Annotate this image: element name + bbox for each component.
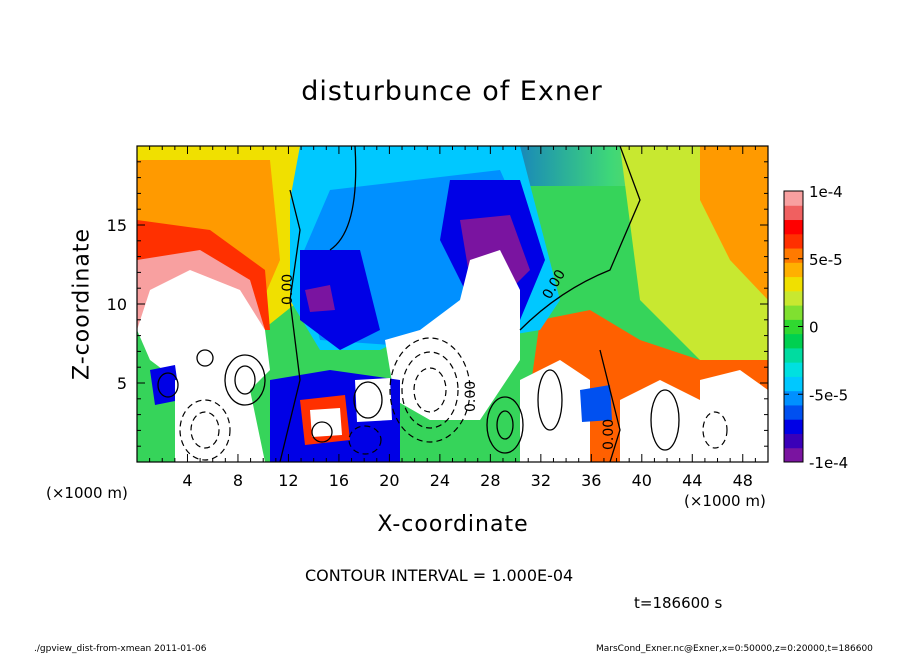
time-stamp: t=186600 s <box>634 594 723 612</box>
x-axis-label: X-coordinate <box>377 512 529 537</box>
x-tick-label: 12 <box>278 471 298 490</box>
colorbar-tick-label: 5e-5 <box>809 251 843 269</box>
colorbar-swatch <box>784 319 803 335</box>
colorbar-swatch <box>784 347 803 363</box>
x-tick-label: 48 <box>733 471 753 490</box>
x-tick-label: 16 <box>329 471 349 490</box>
colorbar-swatch <box>784 205 803 221</box>
colorbar-tick-label: -1e-4 <box>809 454 848 472</box>
colorbar-swatch <box>784 262 803 278</box>
y-tick-label: 15 <box>107 216 127 235</box>
colorbar-swatch <box>784 248 803 263</box>
colorbar-swatch <box>784 290 803 306</box>
footer-left: ./gpview_dist-from-xmean 2011-01-06 <box>34 644 207 654</box>
colorbar-swatch <box>784 433 803 449</box>
x-tick-label: 36 <box>581 471 601 490</box>
colorbar: 1e-4 5e-5 0 -5e-5 -1e-4 <box>783 183 848 472</box>
heatmap-field <box>137 146 768 462</box>
colorbar-swatch <box>784 219 803 235</box>
colorbar-swatch <box>784 376 803 392</box>
contour-label: 0.00 <box>280 274 296 305</box>
colorbar-swatch <box>784 305 803 320</box>
x-tick-label: 24 <box>430 471 450 490</box>
x-scale-note-left: (×1000 m) <box>46 484 128 502</box>
x-tick-label: 40 <box>632 471 652 490</box>
chart-title: disturbunce of Exner <box>301 76 603 107</box>
contour-label: 0.00 <box>601 419 617 450</box>
colorbar-swatch <box>784 191 803 206</box>
colorbar-tick-label: 0 <box>809 319 819 337</box>
colorbar-swatch <box>784 276 803 292</box>
colorbar-swatch <box>784 333 803 349</box>
x-tick-label: 44 <box>682 471 702 490</box>
colorbar-swatch <box>784 447 803 463</box>
x-tick-label: 20 <box>379 471 399 490</box>
footer-right: MarsCond_Exner.nc@Exner,x=0:50000,z=0:20… <box>596 644 873 654</box>
colorbar-swatch <box>784 404 803 420</box>
x-tick-label: 4 <box>182 471 192 490</box>
contour-label: 0.00 <box>463 381 479 412</box>
x-tick-label: 8 <box>233 471 243 490</box>
x-tick-label: 28 <box>480 471 500 490</box>
y-tick-label: 10 <box>107 295 127 314</box>
contour-lines-negative <box>179 337 728 461</box>
colorbar-swatch <box>784 419 803 434</box>
y-tick-label: 5 <box>117 374 127 393</box>
colorbar-swatch <box>784 390 803 406</box>
x-tick-label: 32 <box>531 471 551 490</box>
colorbar-swatch <box>784 233 803 249</box>
contour-interval: CONTOUR INTERVAL = 1.000E-04 <box>305 566 574 585</box>
colorbar-tick-label: -5e-5 <box>809 386 848 404</box>
x-scale-note-right: (×1000 m) <box>684 492 766 510</box>
colorbar-tick-label: 1e-4 <box>809 183 843 201</box>
colorbar-swatch <box>784 362 803 377</box>
contour-lines <box>157 146 680 462</box>
